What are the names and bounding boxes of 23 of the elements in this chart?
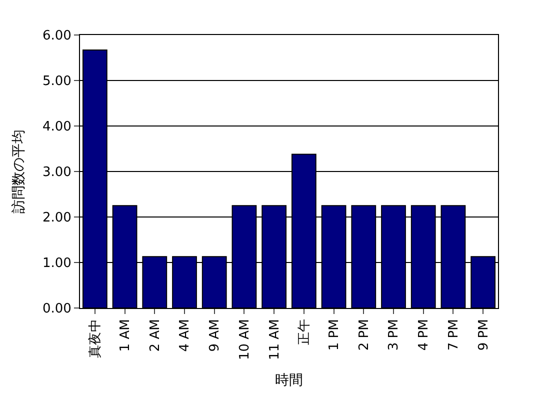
y-axis-title: 訪問数の平均: [11, 130, 28, 214]
x-tick-label: 10 AM: [237, 319, 252, 360]
x-tick-label: 7 PM: [446, 319, 462, 351]
x-tick-label: 1 AM: [118, 319, 134, 352]
x-tick-label: 9 PM: [476, 319, 492, 351]
x-axis-title: 時間: [275, 372, 303, 388]
x-tick-label: 3 PM: [386, 319, 402, 351]
x-tick-label: 9 AM: [208, 319, 223, 352]
y-tick-label: 5.00: [42, 74, 72, 90]
y-tick-label: 6.00: [42, 28, 72, 44]
y-tick-label: 0.00: [42, 302, 72, 317]
y-tick-label: 2.00: [42, 210, 72, 226]
x-tick-label: 真夜中: [87, 319, 104, 358]
x-tick-label: 正午: [297, 319, 312, 346]
x-tick-label: 1 PM: [327, 319, 342, 351]
y-tick-label: 1.00: [42, 256, 72, 272]
x-tick-label: 2 PM: [356, 319, 372, 351]
y-tick-label: 3.00: [42, 165, 72, 180]
x-tick-label: 11 AM: [267, 319, 282, 360]
y-tick-label: 4.00: [42, 120, 72, 135]
x-tick-label: 4 AM: [178, 319, 193, 352]
x-tick-label: 2 AM: [148, 319, 163, 352]
x-tick-label: 4 PM: [416, 319, 432, 351]
